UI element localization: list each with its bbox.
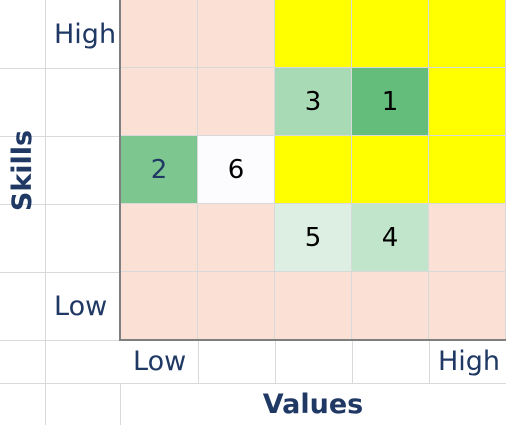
heatmap-cell — [429, 68, 506, 136]
cell-value: 6 — [227, 154, 245, 185]
x-axis-line — [119, 339, 506, 341]
y-axis-title-text: Skills — [7, 129, 39, 211]
gridline — [0, 136, 120, 137]
heatmap-cell — [198, 272, 275, 340]
y-axis-title: Skills — [0, 0, 46, 340]
cell-value: 3 — [304, 86, 322, 117]
x-tick-label: Low — [133, 346, 187, 377]
heatmap-cell: 6 — [198, 136, 275, 204]
y-tick-label — [46, 136, 126, 204]
gridline — [0, 272, 120, 273]
heatmap-cell — [352, 136, 429, 204]
x-tick-label: High — [437, 346, 500, 377]
y-tick-label — [46, 204, 126, 272]
heatmap-cell — [275, 272, 352, 340]
heatmap-cell: 2 — [121, 136, 198, 204]
heatmap-cell — [198, 68, 275, 136]
heatmap-cell — [121, 272, 198, 340]
gridline — [0, 68, 120, 69]
heatmap-cell — [121, 68, 198, 136]
x-tick-label — [275, 340, 352, 383]
heatmap-cell: 1 — [352, 68, 429, 136]
y-axis-line — [119, 0, 121, 340]
gridline — [429, 340, 430, 383]
heatmap-cell — [198, 204, 275, 272]
gridline — [0, 204, 120, 205]
gridline — [0, 340, 120, 341]
heatmap-cell — [275, 0, 352, 68]
heatmap-cell — [275, 136, 352, 204]
heatmap-cell — [121, 0, 198, 68]
x-axis-title: Values — [262, 388, 364, 420]
x-tick-label — [198, 340, 275, 383]
heatmap-cell — [429, 136, 506, 204]
heatmap-cell — [121, 204, 198, 272]
cell-value: 2 — [150, 154, 168, 185]
gridline — [45, 0, 46, 425]
heatmap-cell — [429, 204, 506, 272]
y-tick-label: Low — [54, 290, 108, 322]
gridline — [352, 340, 353, 383]
heatmap-cell: 5 — [275, 204, 352, 272]
heatmap-cell: 4 — [352, 204, 429, 272]
gridline — [0, 383, 506, 384]
gridline — [198, 340, 199, 383]
cell-value: 1 — [381, 86, 399, 117]
y-tick-label — [46, 68, 126, 136]
heatmap-cell — [429, 0, 506, 68]
cell-value: 4 — [381, 222, 399, 253]
x-tick-label — [352, 340, 429, 383]
gridline — [275, 340, 276, 383]
heatmap-cell — [352, 272, 429, 340]
heatmap-cell — [198, 0, 275, 68]
heatmap-cell: 3 — [275, 68, 352, 136]
y-tick-label: High — [54, 18, 117, 50]
cell-value: 5 — [304, 222, 322, 253]
heatmap-cell — [352, 0, 429, 68]
gridline — [120, 383, 121, 425]
heatmap-cell — [429, 272, 506, 340]
